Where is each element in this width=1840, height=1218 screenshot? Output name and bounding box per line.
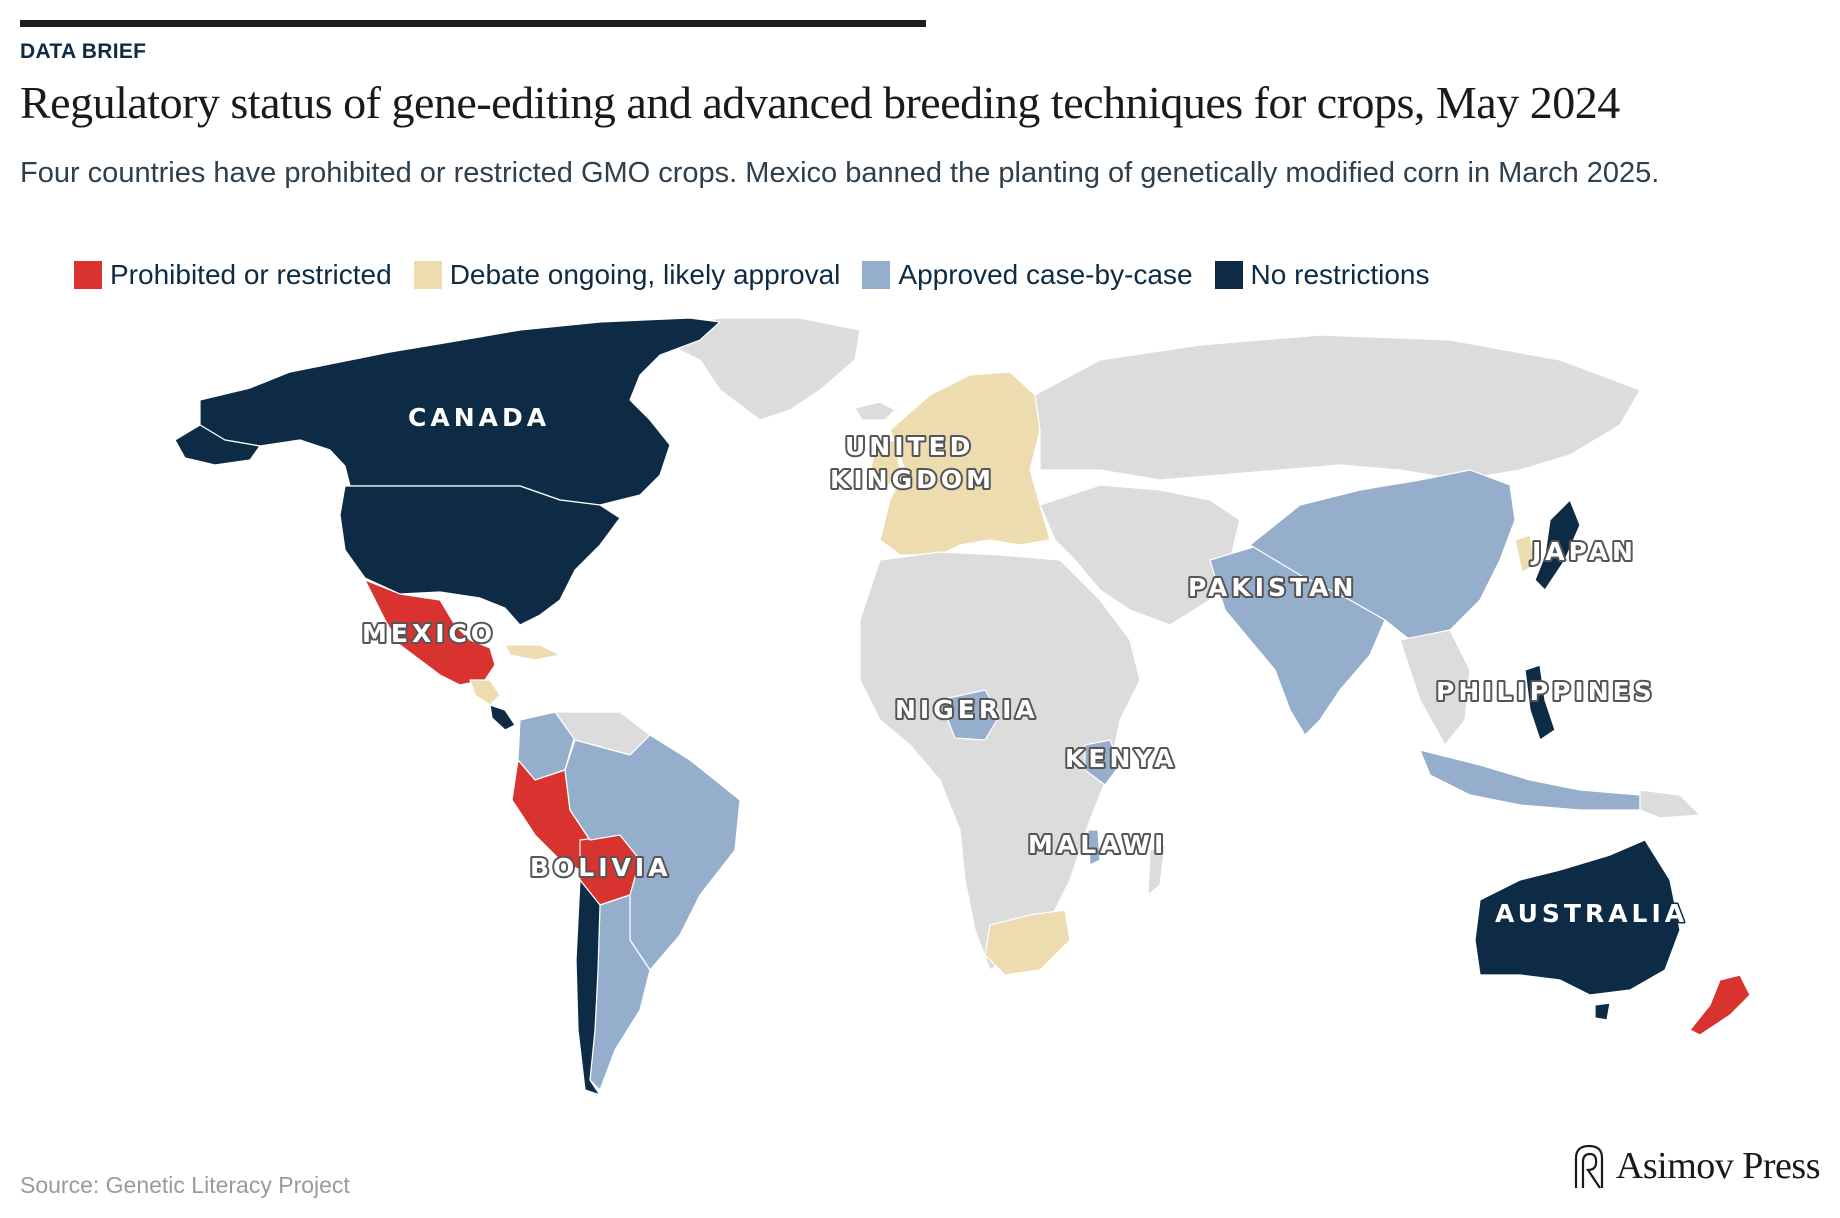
map-label-uk-1: UNITED [845, 432, 974, 461]
map-label-bolivia: BOLIVIA [530, 853, 672, 882]
subtitle: Four countries have prohibited or restri… [20, 157, 1660, 189]
region-new-zealand [1689, 974, 1751, 1036]
region-canada [199, 317, 721, 506]
region-middle-east [1039, 484, 1241, 626]
top-rule [20, 20, 926, 27]
region-malawi [1087, 829, 1101, 866]
asimov-press-logo-icon [1574, 1144, 1604, 1189]
map-label-uk-2: KINGDOM [830, 465, 995, 494]
legend-item-debate: Debate ongoing, likely approval [413, 259, 841, 291]
region-japan [1534, 499, 1581, 591]
map-label-mexico: MEXICO [362, 619, 496, 648]
legend-label-prohibited: Prohibited or restricted [110, 259, 392, 290]
legend-item-prohibited: Prohibited or restricted [74, 259, 392, 291]
legend-label-approved: Approved case-by-case [898, 259, 1193, 290]
region-brazil [564, 734, 741, 971]
map-label-malawi: MALAWI [1028, 830, 1167, 859]
region-europe [879, 371, 1051, 556]
legend-label-no-restrictions: No restrictions [1250, 259, 1430, 290]
region-png [1639, 789, 1701, 819]
region-southeast-asia [1399, 629, 1471, 746]
map-label-philippines: PHILIPPINES [1436, 677, 1656, 706]
region-panama [489, 704, 516, 731]
region-nigeria [939, 689, 1001, 741]
region-alaska [174, 424, 261, 466]
map-label-nigeria: NIGERIA [895, 695, 1039, 724]
brand: Asimov Press [1572, 1142, 1821, 1190]
region-chile [575, 879, 601, 1096]
region-uk [869, 439, 901, 491]
region-kenya [1084, 739, 1121, 786]
region-philippines [1524, 664, 1556, 741]
legend-swatch-prohibited [74, 261, 102, 289]
region-australia [1474, 839, 1681, 996]
region-mexico [364, 579, 496, 686]
legend-label-debate: Debate ongoing, likely approval [449, 259, 841, 290]
region-tasmania [1594, 1002, 1611, 1021]
page-title: Regulatory status of gene-editing and ad… [20, 77, 1620, 128]
legend-swatch-no-restrictions [1214, 261, 1243, 289]
region-china [1249, 469, 1516, 641]
brand-name: Asimov Press [1615, 1145, 1821, 1187]
region-madagascar [1147, 844, 1166, 896]
map-label-australia: AUSTRALIA [1495, 899, 1688, 928]
region-indonesia [1419, 749, 1641, 811]
legend: Prohibited or restricted Debate ongoing,… [74, 259, 1451, 291]
region-russia [1034, 334, 1641, 481]
map-label-canada: CANADA [408, 403, 550, 432]
region-central-america [469, 679, 501, 706]
region-usa [339, 485, 621, 626]
map-label-pakistan: PAKISTAN [1188, 573, 1357, 602]
legend-swatch-debate [413, 261, 442, 289]
region-caribbean [504, 644, 561, 661]
region-south-africa [984, 909, 1071, 976]
region-greenland [639, 317, 861, 421]
legend-item-no-restrictions: No restrictions [1214, 259, 1430, 291]
map-label-japan: JAPAN [1530, 537, 1637, 566]
map-label-kenya: KENYA [1065, 744, 1177, 773]
source-note: Source: Genetic Literacy Project [20, 1172, 350, 1198]
region-korea [1514, 534, 1536, 573]
legend-item-approved: Approved case-by-case [862, 259, 1193, 291]
legend-swatch-approved [862, 261, 891, 289]
world-map: CANADA UNITED KINGDOM MEXICO BOLIVIA NIG… [174, 317, 1751, 1096]
kicker: DATA BRIEF [20, 40, 147, 63]
region-iceland [854, 401, 896, 421]
